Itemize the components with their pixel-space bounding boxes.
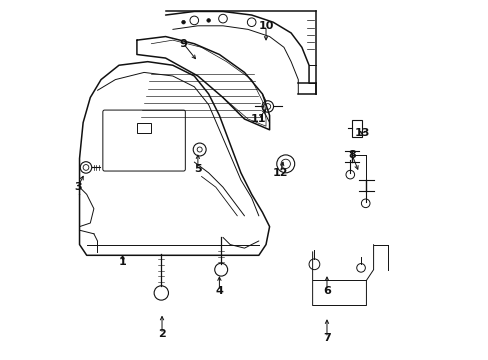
Bar — [351, 120, 362, 137]
Circle shape — [206, 19, 210, 22]
Text: 1: 1 — [119, 257, 126, 267]
Circle shape — [182, 21, 185, 24]
Text: 13: 13 — [354, 129, 370, 138]
Text: 10: 10 — [258, 21, 273, 31]
Text: 12: 12 — [272, 168, 287, 178]
Text: 7: 7 — [323, 333, 330, 343]
Text: 9: 9 — [179, 39, 187, 49]
Text: 4: 4 — [215, 286, 223, 296]
Text: 11: 11 — [250, 114, 266, 124]
Text: 8: 8 — [347, 150, 355, 160]
Text: 5: 5 — [194, 164, 201, 174]
Text: 2: 2 — [158, 329, 165, 339]
Text: 3: 3 — [74, 182, 81, 192]
Text: 6: 6 — [323, 286, 330, 296]
Bar — [137, 123, 151, 134]
